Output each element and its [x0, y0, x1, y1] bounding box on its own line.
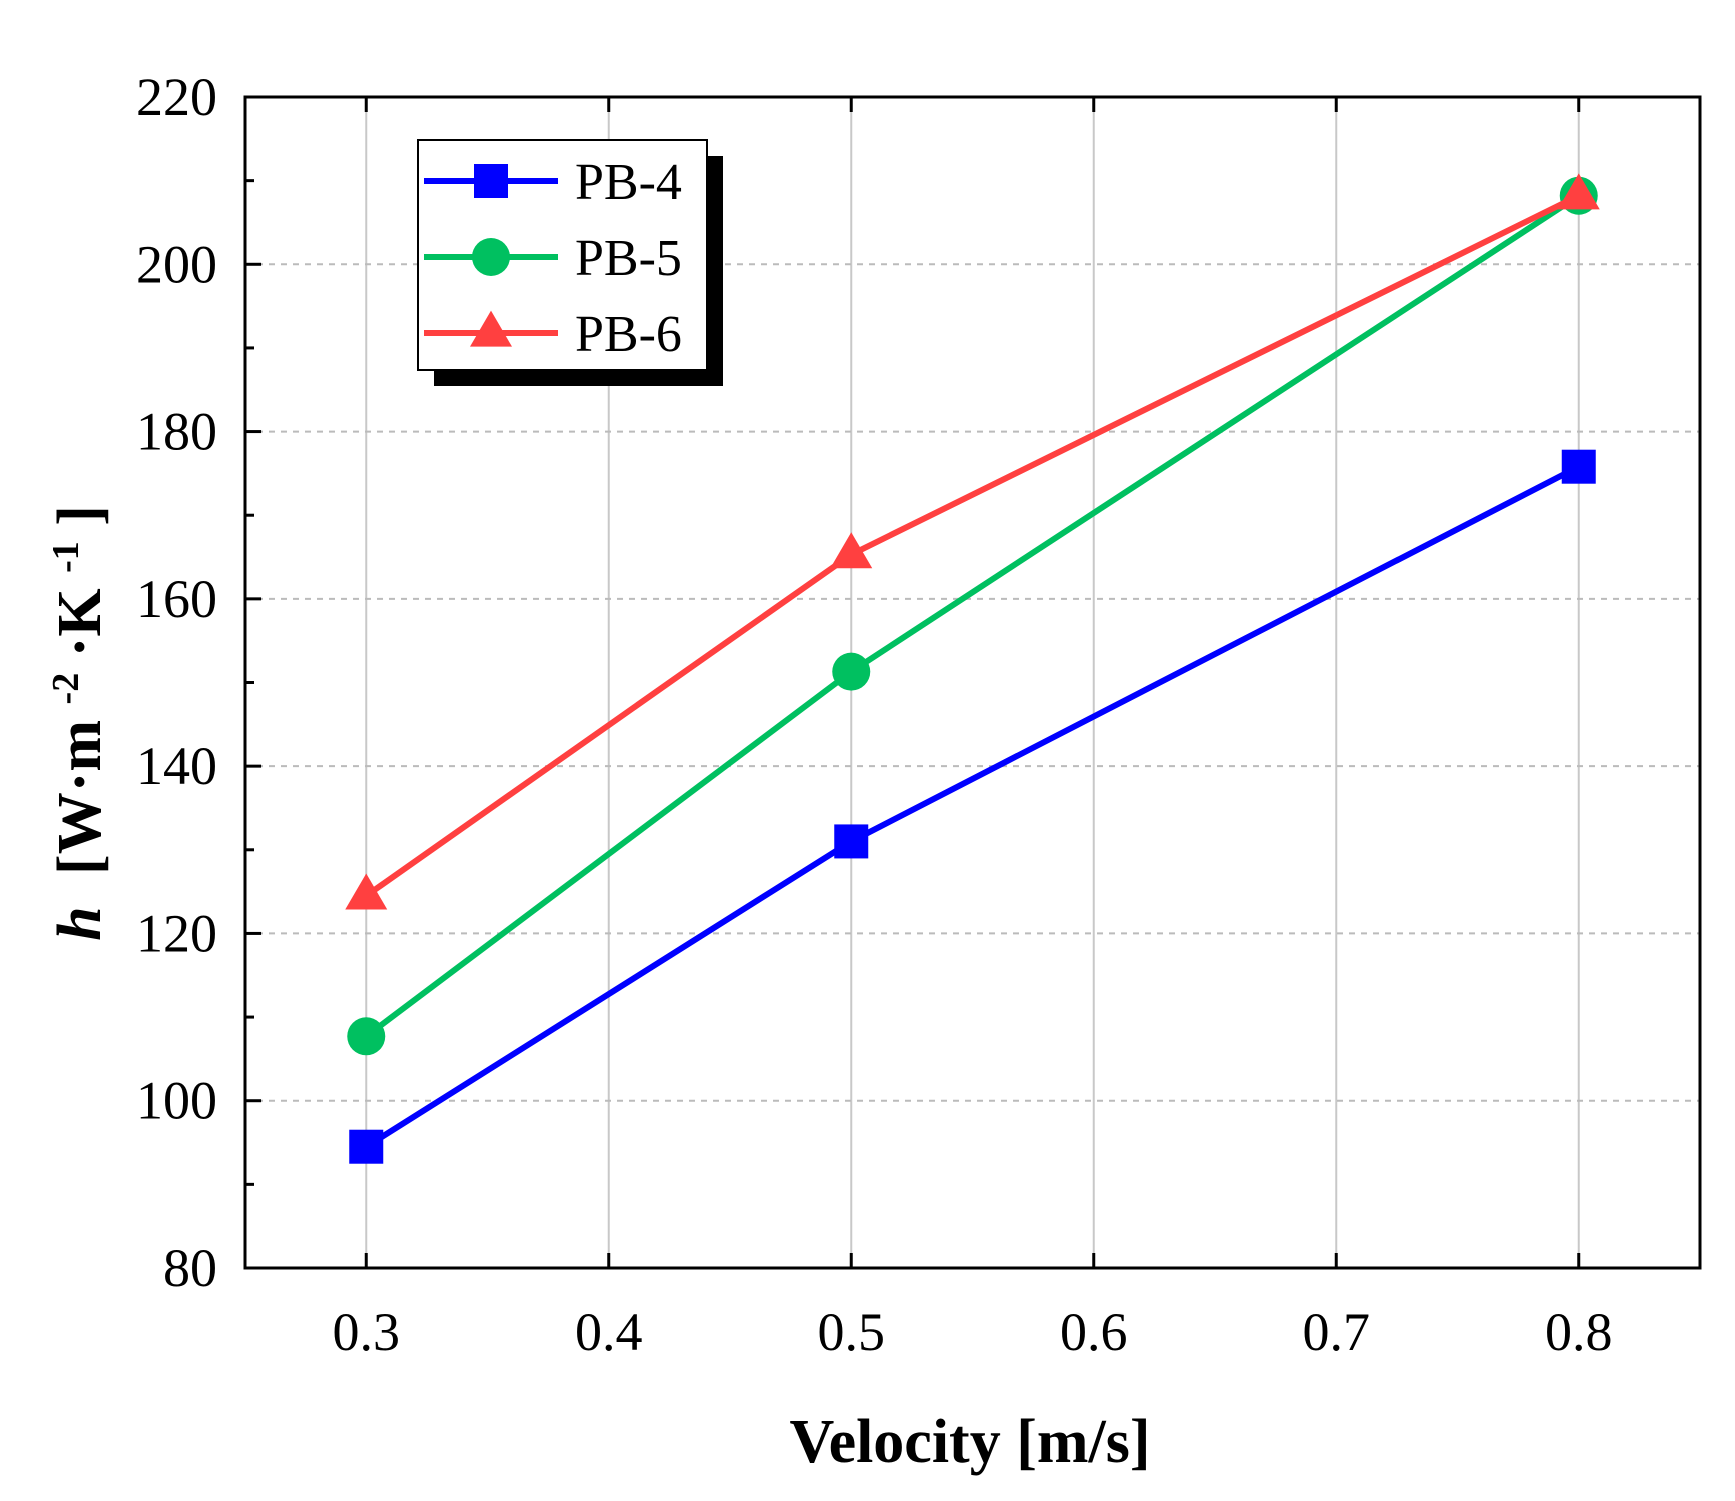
legend-entry-pb-4: PB-4 [424, 154, 682, 211]
data-point-pb-6-1 [830, 532, 873, 569]
x-tick-label-1: 0.4 [575, 1302, 643, 1362]
series-group [345, 173, 1600, 1164]
x-tick-label-0: 0.3 [333, 1302, 401, 1362]
y-tick-label-6: 200 [136, 234, 217, 294]
series-line-pb-4 [364, 464, 1581, 1150]
series-pb-6 [345, 173, 1600, 910]
y-axis-title: h [W·m -2 ·K -1 ] [24, 505, 114, 941]
series-pb-4 [349, 449, 1596, 1164]
legend-entry-pb-5: PB-5 [424, 230, 682, 287]
y-axis-unit-close: ] [46, 505, 114, 526]
data-point-pb-5-0 [347, 1017, 386, 1056]
data-point-pb-4-2 [1561, 449, 1596, 484]
data-point-pb-4-1 [834, 824, 869, 859]
ticks: 0.3 0.4 0.5 0.6 0.7 0.8 80 100 120 140 160 180 200 22… [136, 67, 1613, 1362]
x-axis-title: Velocity [m/s] [789, 1408, 1150, 1476]
x-tick-label-5: 0.8 [1545, 1302, 1613, 1362]
y-axis-unit-open: [W·m [46, 720, 114, 875]
y-axis-symbol: h [46, 906, 114, 940]
grid [245, 97, 1700, 1268]
y-tick-label-7: 220 [136, 67, 217, 127]
legend: PB-4 PB-5 PB-6 [417, 139, 723, 386]
y-tick-label-4: 160 [136, 569, 217, 629]
y-axis-exp-1: -2 [45, 673, 87, 705]
svg-text:h [W·m -2 ·K: h [W·m -2 ·K -1 ] [24, 505, 114, 941]
data-point-pb-6-2 [1557, 173, 1600, 210]
y-axis-exp-2: -1 [45, 541, 87, 573]
legend-label-pb-6: PB-6 [575, 306, 682, 363]
legend-marker-pb-6 [470, 310, 512, 347]
x-tick-label-2: 0.5 [818, 1302, 886, 1362]
y-tick-label-5: 180 [136, 402, 217, 462]
y-tick-label-3: 140 [136, 736, 217, 796]
x-tick-label-3: 0.6 [1060, 1302, 1128, 1362]
legend-entry-pb-6: PB-6 [424, 306, 682, 363]
y-tick-label-1: 100 [136, 1071, 217, 1131]
legend-marker-pb-4 [474, 164, 508, 198]
legend-label-pb-5: PB-5 [575, 230, 682, 287]
y-axis-unit-mid: ·K [46, 588, 114, 657]
legend-marker-pb-5 [472, 238, 510, 276]
y-tick-label-2: 120 [136, 903, 217, 963]
data-point-pb-5-1 [832, 652, 871, 691]
x-tick-label-4: 0.7 [1303, 1302, 1371, 1362]
data-point-pb-4-0 [349, 1129, 384, 1164]
data-point-pb-6-0 [345, 873, 388, 910]
y-tick-label-0: 80 [163, 1238, 217, 1298]
legend-label-pb-4: PB-4 [575, 154, 682, 211]
